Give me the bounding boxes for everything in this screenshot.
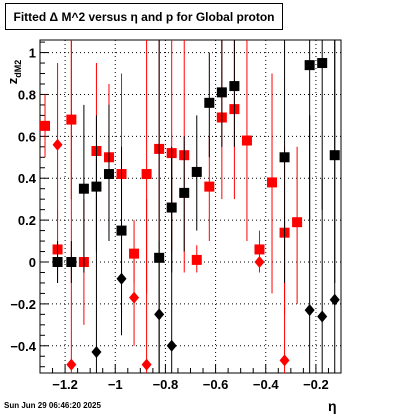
data-point-diamond	[141, 358, 152, 371]
data-point-diamond	[116, 272, 127, 285]
data-point-square	[241, 135, 252, 146]
plot-frame	[39, 39, 342, 374]
data-point-square	[267, 177, 278, 188]
y-tick-label: 0.4	[18, 171, 37, 186]
data-point-diamond	[129, 291, 140, 304]
x-tick-label: −1.2	[52, 377, 78, 392]
data-point-square	[254, 244, 265, 255]
x-tick-label: −0.6	[203, 377, 229, 392]
data-point-square	[279, 152, 290, 163]
data-point-diamond	[52, 138, 63, 151]
y-tick-label: 0.2	[18, 213, 36, 228]
y-axis-label: zdM2	[5, 60, 23, 85]
data-point-square	[229, 81, 240, 92]
data-point-square	[304, 60, 315, 71]
x-tick-label: −0.4	[253, 377, 279, 392]
y-tick-label: −0.4	[10, 339, 36, 354]
y-tick-label: 1	[29, 46, 36, 61]
data-point-square	[317, 58, 328, 69]
x-tick-label: −0.2	[303, 377, 329, 392]
data-point-square	[66, 257, 77, 267]
data-point-diamond	[279, 354, 290, 367]
data-point-square	[52, 257, 63, 267]
data-point-square	[40, 120, 51, 131]
data-point-diamond	[66, 358, 77, 371]
data-point-square	[141, 169, 152, 180]
x-tick-label: −1	[108, 377, 123, 392]
data-point-square	[204, 97, 215, 108]
data-point-diamond	[91, 346, 102, 359]
data-point-square	[179, 187, 190, 198]
chart-title: Fitted Δ M^2 versus η and p for Global p…	[5, 3, 283, 30]
data-point-diamond	[154, 308, 165, 321]
y-tick-label: −0.2	[10, 297, 36, 312]
data-point-diamond	[304, 304, 315, 317]
data-point-square	[103, 169, 114, 180]
x-axis-label: η	[328, 398, 337, 414]
y-tick-label: 0.8	[18, 87, 36, 102]
data-point-diamond	[317, 310, 328, 323]
y-tick-label: 0.6	[18, 129, 36, 144]
data-point-diamond	[329, 293, 340, 306]
data-point-diamond	[166, 339, 177, 352]
data-point-square	[191, 254, 202, 265]
data-point-square	[191, 166, 202, 177]
data-point-square	[204, 181, 215, 192]
timestamp-footer: Sun Jun 29 06:46:20 2025	[4, 401, 101, 410]
data-point-diamond	[254, 256, 265, 268]
x-tick-label: −0.8	[153, 377, 179, 392]
data-point-square	[292, 217, 303, 228]
data-point-square	[78, 183, 89, 194]
y-tick-label: 0	[29, 255, 36, 270]
data-point-square	[216, 87, 227, 98]
